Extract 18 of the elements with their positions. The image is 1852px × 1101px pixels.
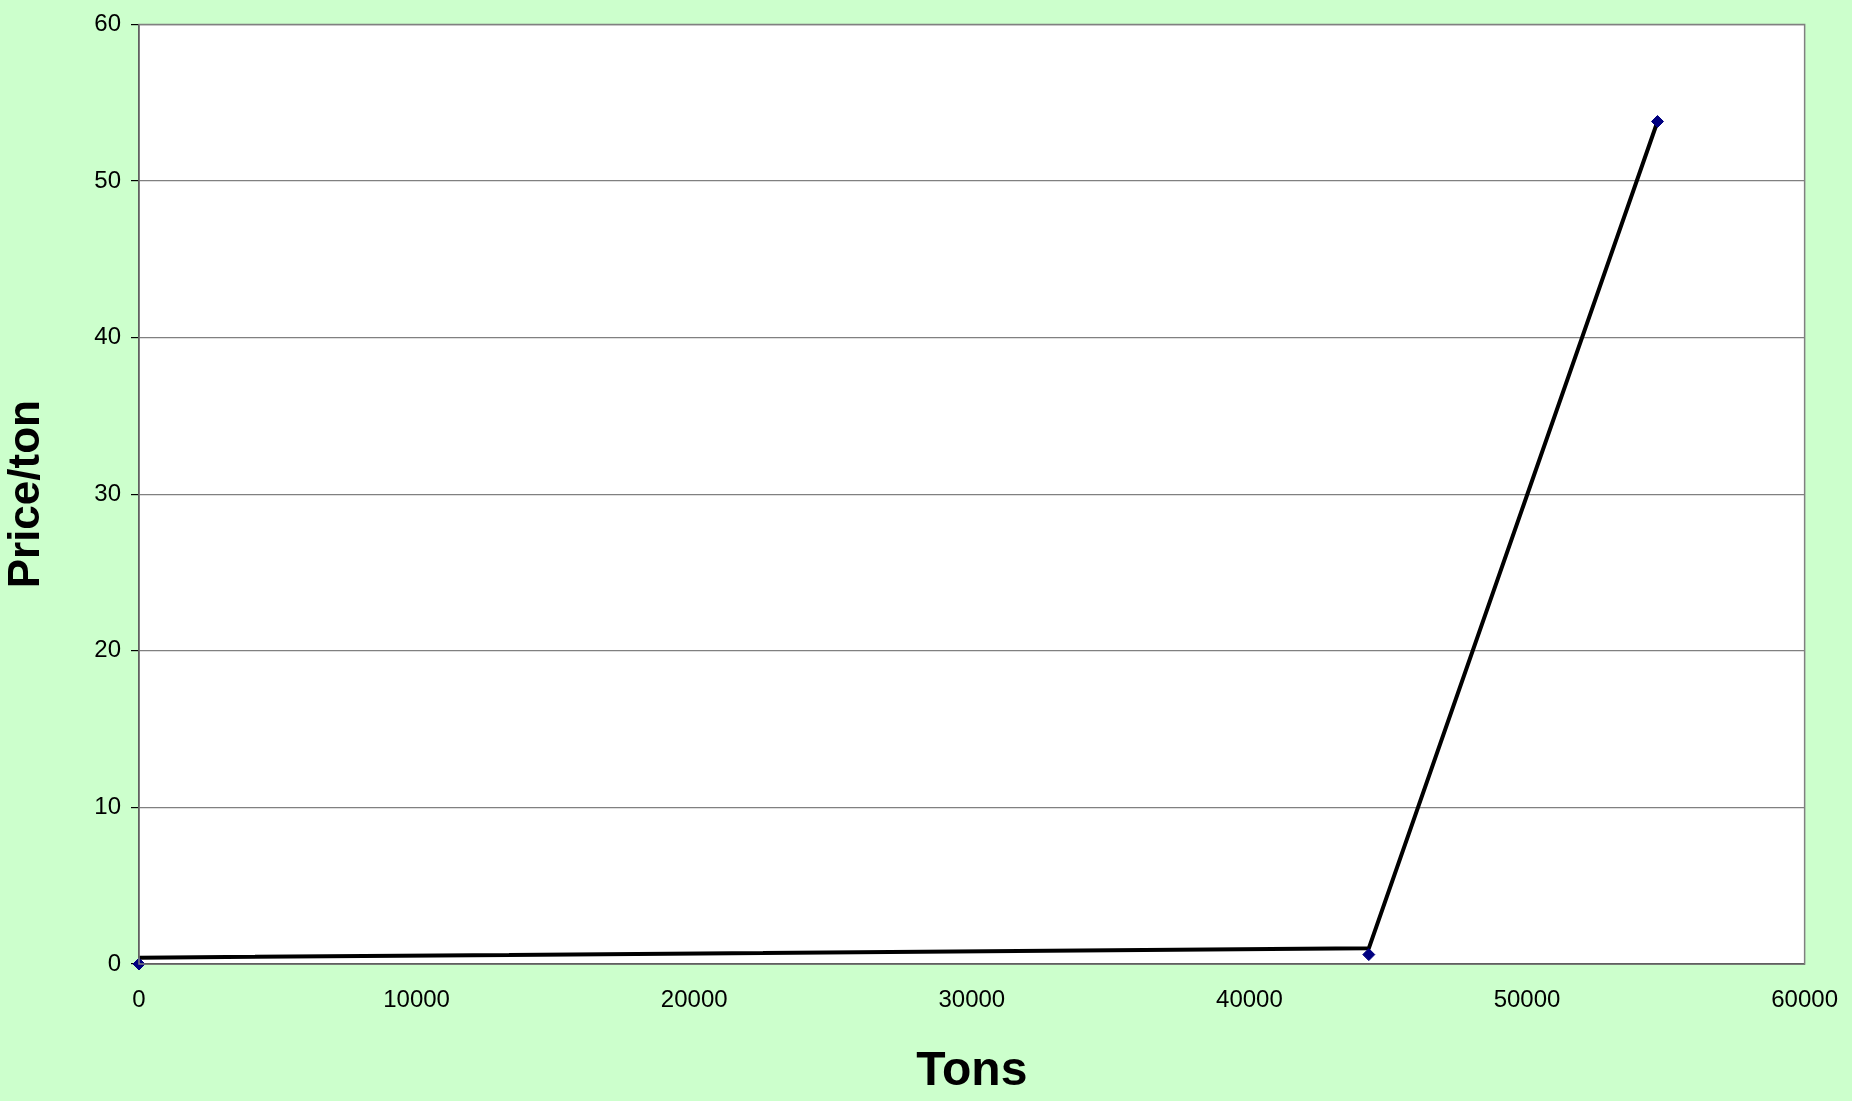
x-tick-label: 10000 xyxy=(383,985,450,1013)
x-tick-label: 50000 xyxy=(1493,985,1561,1013)
y-tick-label: 60 xyxy=(94,9,121,37)
y-tick-label: 40 xyxy=(94,322,121,350)
x-tick-label: 20000 xyxy=(660,985,728,1013)
point xyxy=(1362,948,1376,962)
x-tick-label: 0 xyxy=(132,985,146,1013)
y-tick-label: 0 xyxy=(107,948,121,976)
y-tick-label: 50 xyxy=(94,165,121,193)
x-tick-label: 60000 xyxy=(1771,985,1839,1013)
y-axis-title: Price/ton xyxy=(0,400,48,589)
x-tick-label: 30000 xyxy=(938,985,1006,1013)
x-axis-title: Tons xyxy=(916,1042,1028,1096)
y-tick-label: 10 xyxy=(94,792,121,820)
x-tick-label: 40000 xyxy=(1216,985,1283,1013)
y-tick-label: 20 xyxy=(94,635,121,663)
point xyxy=(1651,114,1664,128)
y-tick-label: 30 xyxy=(94,478,121,506)
